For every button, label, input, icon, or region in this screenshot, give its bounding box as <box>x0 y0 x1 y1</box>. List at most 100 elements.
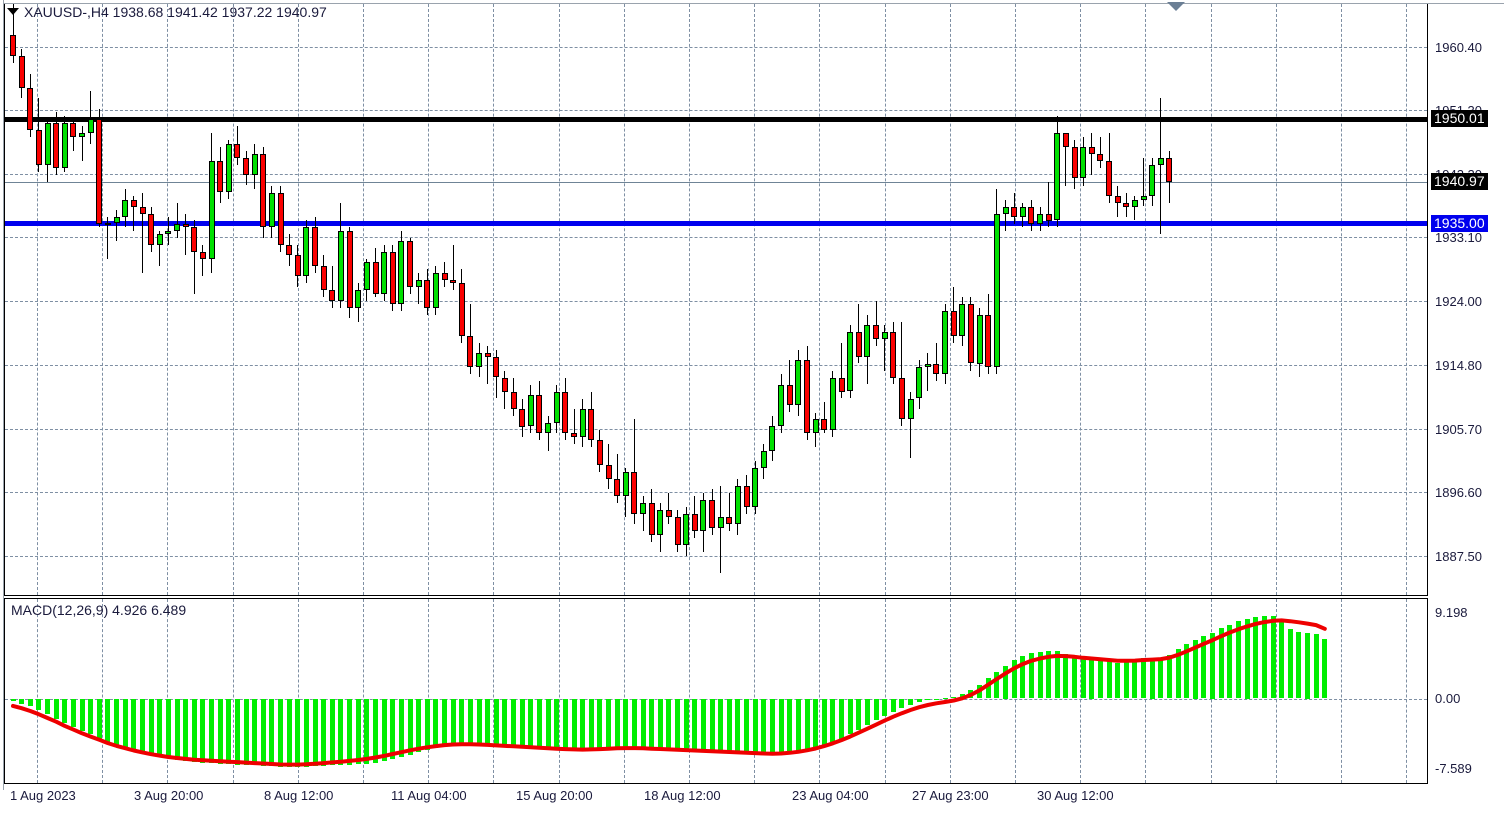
candlestick <box>174 4 180 594</box>
candle-body-bearish <box>614 478 621 497</box>
macd-vgrid <box>1406 599 1408 783</box>
candlestick <box>61 4 68 594</box>
candle-body-bullish <box>942 311 948 374</box>
macd-histogram-bar <box>977 684 983 699</box>
candlestick <box>243 4 249 594</box>
candle-wick <box>901 321 903 427</box>
macd-histogram-bar <box>70 698 76 727</box>
macd-panel[interactable]: MACD(12,26,9) 4.926 6.489 <box>4 598 1428 784</box>
candlestick <box>1062 4 1069 594</box>
candle-wick <box>1160 98 1162 235</box>
macd-histogram-bar <box>209 698 214 764</box>
macd-histogram-bar <box>1158 658 1164 699</box>
macd-histogram-bar <box>1227 624 1233 699</box>
candlestick <box>363 4 370 594</box>
candle-body-bullish <box>778 384 785 427</box>
candlestick <box>1140 4 1147 594</box>
candle-body-bearish <box>1045 213 1052 221</box>
macd-histogram-bar <box>1201 635 1207 699</box>
candle-body-bearish <box>933 363 940 375</box>
candlestick <box>640 4 646 594</box>
price-hgrid <box>5 173 1427 175</box>
candlestick <box>674 4 681 594</box>
macd-scale[interactable]: 9.198 0.00 -7.589 <box>1429 598 1504 784</box>
macd-histogram-bar <box>303 698 309 767</box>
candle-body-bearish <box>35 129 42 165</box>
candle-body-bearish <box>648 503 655 535</box>
macd-histogram-bar <box>536 698 542 749</box>
candle-body-bullish <box>174 223 180 231</box>
candle-body-bullish <box>976 314 983 364</box>
macd-histogram-bar <box>1072 656 1077 699</box>
candle-body-bearish <box>588 409 595 441</box>
macd-histogram-bar <box>1184 644 1190 699</box>
candlestick <box>450 4 457 594</box>
candlestick <box>804 4 810 594</box>
candle-body-bullish <box>700 499 707 532</box>
candle-wick <box>728 492 730 532</box>
macd-vgrid <box>558 599 560 783</box>
macd-histogram-bar <box>416 698 422 752</box>
price-axis-label: 1887.50 <box>1435 548 1482 564</box>
candlestick <box>165 4 172 594</box>
candle-body-bullish <box>769 426 776 451</box>
macd-histogram-bar <box>545 698 551 750</box>
candle-body-bullish <box>622 471 629 497</box>
price-scale[interactable]: 1960.401951.301942.201933.101924.001914.… <box>1429 4 1504 596</box>
macd-histogram-bar <box>908 698 913 705</box>
candle-wick <box>1091 133 1093 176</box>
candle-body-bullish <box>829 377 836 430</box>
candle-body-bearish <box>148 213 155 245</box>
candlestick <box>838 4 845 594</box>
candle-body-bearish <box>898 377 905 420</box>
price-vgrid <box>102 4 104 595</box>
candle-wick <box>573 409 575 444</box>
macd-histogram-bar <box>200 698 206 763</box>
candlestick <box>959 4 966 594</box>
time-axis[interactable]: 1 Aug 2023 3 Aug 20:00 8 Aug 12:00 11 Aug 0… <box>4 785 1428 813</box>
macd-vgrid <box>623 599 625 783</box>
macd-histogram-bar <box>252 698 258 766</box>
candlestick <box>217 4 224 594</box>
macd-histogram-bar <box>795 698 801 753</box>
candlestick <box>1149 4 1156 594</box>
candlestick <box>104 4 111 594</box>
candlestick <box>916 4 923 594</box>
candle-body-bearish <box>596 440 603 465</box>
candle-body-bullish <box>916 367 923 399</box>
macd-histogram-bar <box>243 698 249 765</box>
candlestick <box>631 4 638 594</box>
candlestick <box>786 4 793 594</box>
price-tag-blue: 1935.00 <box>1431 214 1488 232</box>
current-price-line[interactable] <box>5 182 1427 184</box>
price-vgrid <box>1210 4 1212 595</box>
resistance-line[interactable] <box>5 116 1427 122</box>
macd-histogram-bar <box>381 698 387 762</box>
candlestick <box>605 4 612 594</box>
support-line[interactable] <box>5 221 1427 227</box>
candle-body-bullish <box>476 353 482 368</box>
macd-histogram-bar <box>709 698 715 753</box>
candlestick <box>372 4 379 594</box>
macd-vgrid <box>1341 599 1342 783</box>
candle-body-bearish <box>709 499 715 528</box>
macd-histogram-bar <box>683 698 689 751</box>
candlestick <box>942 4 948 594</box>
candlestick <box>70 4 77 594</box>
macd-histogram-bar <box>511 698 516 748</box>
candlestick <box>260 4 267 594</box>
candle-body-bearish <box>467 335 474 368</box>
macd-histogram-bar <box>140 698 145 753</box>
triangle-down-icon[interactable] <box>7 8 19 15</box>
macd-histogram-bar <box>105 698 111 743</box>
macd-histogram-bar <box>122 698 128 749</box>
macd-histogram-bar <box>597 698 603 750</box>
macd-vgrid <box>689 599 690 783</box>
macd-histogram-bar <box>1028 653 1034 699</box>
candlestick <box>743 4 750 594</box>
candlestick <box>27 4 34 594</box>
chart-header: XAUUSD-,H4 1938.68 1941.42 1937.22 1940.… <box>7 4 327 20</box>
macd-histogram-bar <box>347 698 353 765</box>
price-chart-panel[interactable] <box>4 4 1428 596</box>
candle-body-bullish <box>717 517 724 528</box>
